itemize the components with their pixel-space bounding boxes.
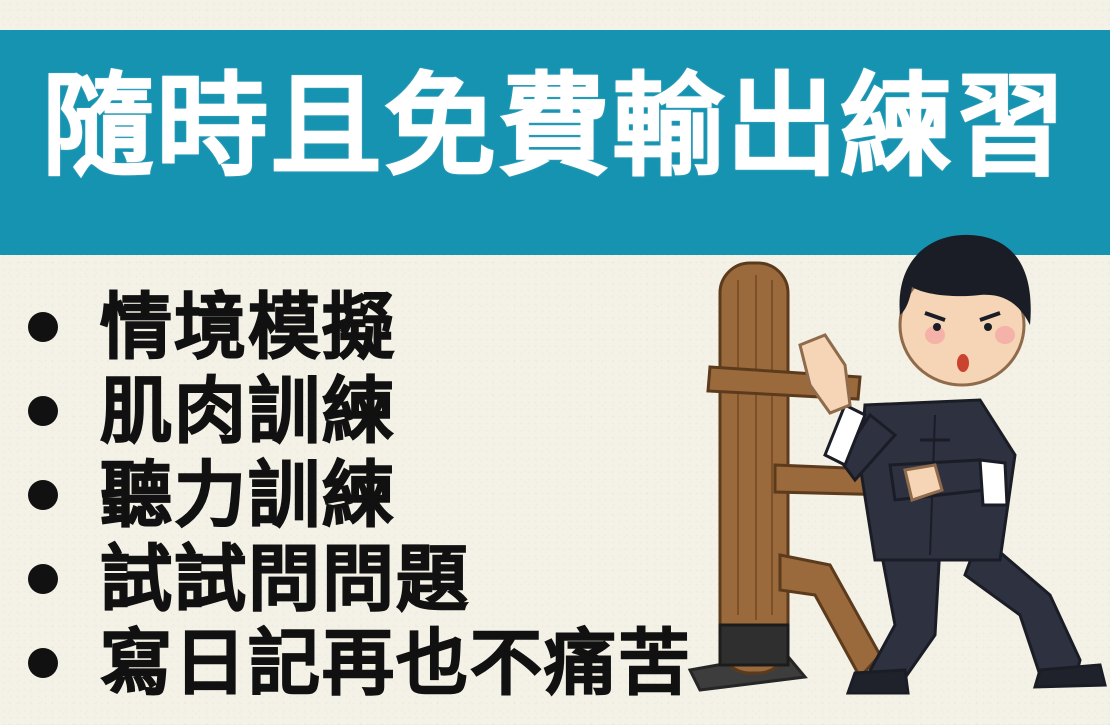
list-item-label: 肌肉訓練 [99,368,397,453]
list-item: 試試問問題 [28,536,692,622]
list-item-label: 情境模擬 [99,284,397,369]
list-item-label: 試試問問題 [99,536,471,621]
kung-fu-training-illustration [687,234,1107,695]
list-item: 情境模擬 [28,284,692,370]
bullet-icon [28,480,58,510]
title-banner [0,30,1110,255]
bullet-icon [28,312,58,342]
list-item: 聽力訓練 [28,452,692,538]
martial-artist-icon [798,234,1107,695]
bullet-icon [28,396,58,426]
page-title: 隨時且免費輸出練習 [42,62,1068,193]
list-item-label: 寫日記再也不痛苦 [99,620,693,705]
bullet-icon [28,648,58,678]
list-item: 寫日記再也不痛苦 [28,620,693,706]
bullet-icon [28,564,58,594]
feature-list: 情境模擬 肌肉訓練 聽力訓練 試試問問題 寫日記再也不痛苦 [28,284,693,706]
list-item-label: 聽力訓練 [99,452,397,537]
list-item: 肌肉訓練 [28,368,692,454]
